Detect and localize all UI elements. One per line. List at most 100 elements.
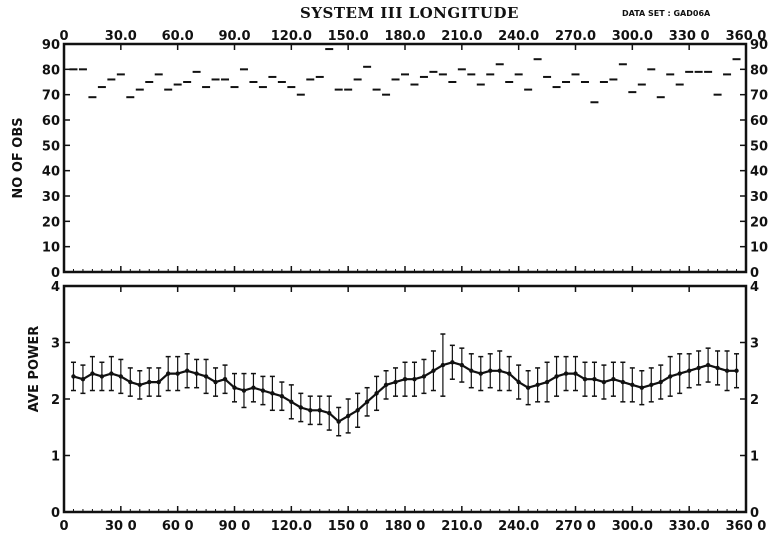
x-tick-label-top: 360 0 — [726, 29, 767, 44]
x-tick-label-bottom: 270 0 — [555, 519, 596, 534]
x-tick-label-bottom: 240.0 — [498, 519, 539, 534]
x-tick-label-top: 270.0 — [555, 29, 596, 44]
power-point — [506, 371, 512, 376]
y-tick-label-right: 40 — [750, 165, 768, 180]
y-tick-label-right: 80 — [750, 63, 768, 78]
x-tick-label-bottom: 210.0 — [441, 519, 482, 534]
y-tick-label-left: 30 — [42, 190, 60, 205]
power-point — [535, 382, 540, 388]
power-point — [90, 371, 95, 376]
y-tick-label-left: 40 — [42, 165, 60, 180]
power-point — [99, 374, 105, 379]
power-point — [639, 385, 645, 390]
y-tick-label-left: 10 — [42, 241, 60, 256]
power-point — [601, 379, 607, 385]
power-point — [478, 371, 483, 376]
y-tick-label-right: 70 — [750, 89, 768, 104]
power-point — [251, 385, 256, 390]
power-point — [525, 385, 531, 390]
power-point — [383, 382, 389, 388]
power-point — [592, 377, 597, 382]
obs-count-panel: 0 30.0 60.0 90.0 120.0 150.0 180.0 210.0 240.0 27… — [11, 29, 768, 281]
power-point — [563, 371, 569, 376]
x-tick-label-top: 210.0 — [441, 29, 482, 44]
chart-title: SYSTEM III LONGITUDE — [300, 4, 519, 22]
x-tick-label-bottom: 300.0 — [612, 519, 653, 534]
power-plot-frame — [62, 284, 748, 514]
power-point — [497, 368, 502, 373]
power-point — [109, 371, 114, 376]
y-tick-label-right: 0 — [750, 506, 759, 521]
power-point — [677, 371, 682, 376]
power-point — [649, 382, 654, 388]
y-tick-label-right: 0 — [750, 266, 759, 281]
x-tick-label-bottom: 150 0 — [328, 519, 369, 534]
y-tick-label-right: 60 — [750, 114, 768, 129]
power-point — [355, 408, 360, 413]
y-tick-label-left: 20 — [42, 215, 60, 230]
power-point — [696, 365, 701, 371]
x-tick-label-top: 300.0 — [612, 29, 653, 44]
x-tick-label-bottom: 0 — [59, 519, 68, 534]
power-point — [686, 368, 692, 373]
x-tick-label-top: 120.0 — [271, 29, 312, 44]
x-tick-label-top: 0 — [59, 29, 68, 44]
power-point — [137, 382, 142, 388]
x-tick-label-bottom: 60 0 — [162, 519, 194, 534]
power-point — [118, 374, 124, 379]
y-tick-label-right: 90 — [750, 38, 768, 53]
power-point — [715, 365, 720, 371]
x-tick-label-top: 180.0 — [384, 29, 425, 44]
y-tick-label-left: 60 — [42, 114, 60, 129]
power-point — [705, 362, 711, 368]
x-tick-label-bottom: 30 0 — [105, 519, 137, 534]
power-point — [128, 379, 133, 385]
power-point — [734, 368, 739, 373]
power-point — [459, 362, 465, 368]
power-point — [544, 379, 550, 385]
y-tick-label-right: 4 — [750, 280, 759, 295]
y-tick-label-right: 10 — [750, 241, 768, 256]
y-tick-label-right: 1 — [750, 450, 759, 465]
power-point — [260, 388, 266, 393]
power-point — [213, 379, 218, 385]
power-point — [364, 399, 370, 405]
power-point — [71, 374, 76, 379]
power-point — [317, 408, 322, 413]
x-tick-label-bottom: 180 0 — [385, 519, 426, 534]
y-tick-label-left: 90 — [42, 38, 60, 53]
power-point — [421, 374, 427, 379]
y-tick-label-left: 1 — [51, 450, 60, 465]
power-point — [298, 405, 304, 410]
y-tick-label-right: 3 — [750, 337, 759, 352]
x-tick-label-top: 60.0 — [162, 29, 194, 44]
power-point — [184, 368, 190, 373]
x-tick-label-bottom: 120.0 — [271, 519, 312, 534]
power-point — [336, 419, 341, 424]
power-point — [232, 385, 237, 390]
power-point — [194, 371, 199, 376]
power-point — [724, 368, 730, 373]
power-point — [374, 391, 379, 396]
power-point — [469, 368, 474, 373]
power-point — [554, 374, 559, 379]
y-tick-label-right: 50 — [750, 139, 768, 154]
power-point — [345, 413, 351, 419]
power-point — [658, 379, 663, 385]
power-point — [327, 410, 332, 416]
y-tick-label-left: 3 — [51, 337, 60, 352]
power-point — [147, 379, 152, 385]
power-point — [668, 374, 673, 379]
power-point — [80, 377, 86, 382]
y-tick-label-left: 50 — [42, 139, 60, 154]
y-axis-label: AVE POWER — [27, 326, 42, 412]
power-point — [402, 377, 408, 382]
power-point — [393, 379, 398, 385]
x-tick-label-bottom: 90 0 — [219, 519, 251, 534]
power-point — [270, 391, 275, 396]
y-tick-label-right: 30 — [750, 190, 768, 205]
power-point — [488, 368, 493, 373]
power-point — [620, 379, 626, 385]
power-point — [450, 360, 455, 365]
